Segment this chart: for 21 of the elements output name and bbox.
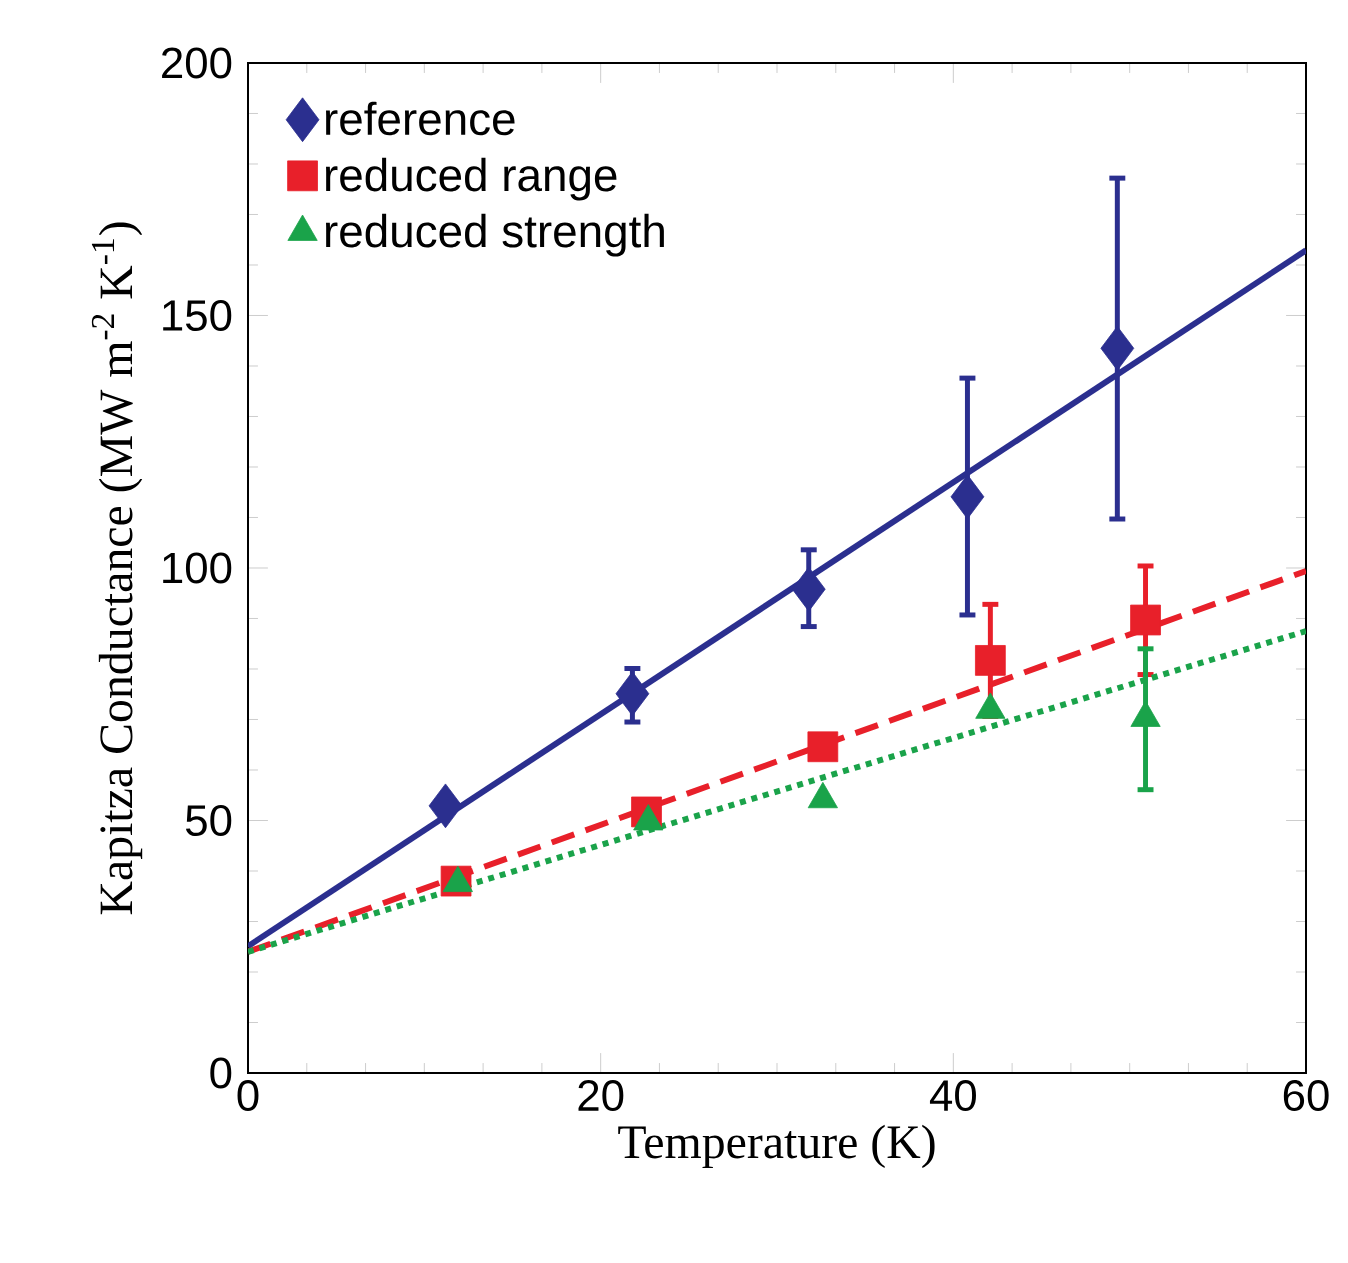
point [950,474,985,520]
y-tick-label: 200 [162,47,232,79]
y-tick-label: 150 [163,299,232,332]
y-tick-label: 0 [210,1057,232,1089]
y-axis-title: Kapitza Conductance (MW m$^{-2}$ K$^{-1}$) [91,222,143,915]
y-tick-label: 50 [185,804,232,837]
x-tick-label: 20 [578,1080,624,1112]
x-tick-label: 0 [237,1080,259,1112]
point [975,645,1006,676]
point [1130,604,1161,636]
legend-label: reference [326,101,515,136]
x-tick-label: 40 [929,1080,976,1112]
y-tick-label: 100 [163,552,232,584]
legend-label: reduced strength [326,213,664,257]
point [791,566,826,612]
x-tick-label: 60 [1283,1080,1329,1112]
point [807,731,839,763]
legend-label: reduced range [326,157,617,201]
x-axis-title: Temperature (K) [618,1124,935,1169]
point [428,783,463,829]
point [1100,326,1135,371]
